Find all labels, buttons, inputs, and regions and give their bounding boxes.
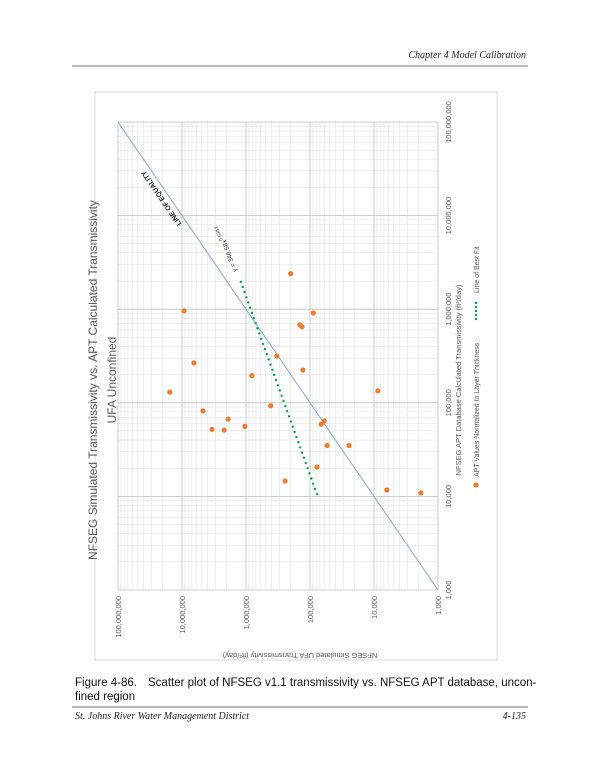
x-axis-title: NFSEG APT Database Calculated Transmissi… bbox=[454, 284, 463, 475]
data-point bbox=[274, 353, 280, 359]
data-point bbox=[181, 308, 187, 314]
chart-title: NFSEG Simulated Transmissivity vs. APT C… bbox=[86, 200, 100, 560]
fit-equation-exponent: 0.5307 bbox=[214, 225, 225, 242]
data-point bbox=[268, 403, 274, 409]
header-title: Chapter 4 Model Calibration bbox=[409, 50, 527, 61]
data-point bbox=[299, 324, 305, 330]
data-point bbox=[324, 442, 330, 449]
caption-text: fined region bbox=[75, 691, 135, 703]
chart: 1,000 10,000 100,000 1,000,000 10,000,000 100… bbox=[86, 101, 481, 660]
data-point bbox=[418, 490, 424, 496]
data-point bbox=[310, 310, 316, 316]
x-tick-label: 1,000 bbox=[444, 581, 453, 600]
y-tick-label: 100,000,000 bbox=[114, 596, 123, 638]
data-point bbox=[221, 427, 227, 433]
footer-left: St. Johns River Water Management Distric… bbox=[75, 711, 249, 722]
data-point bbox=[300, 367, 306, 373]
legend-label: Line of Best Fit bbox=[474, 246, 481, 293]
data-point bbox=[384, 487, 390, 493]
data-point bbox=[209, 426, 215, 432]
y-tick-label: 10,000 bbox=[370, 596, 379, 619]
data-point bbox=[282, 478, 288, 484]
data-point bbox=[167, 389, 173, 395]
y-tick-label: 10,000,000 bbox=[178, 596, 187, 634]
y-tick-label: 1,000,000 bbox=[242, 596, 251, 629]
x-tick-label: 100,000,000 bbox=[444, 101, 453, 143]
x-tick-label: 1,000,000 bbox=[444, 293, 453, 326]
caption-text: Scatter plot of NFSEG v1.1 transmissivit… bbox=[148, 677, 537, 689]
legend-label: APT Values Normalized to Layer Thickness bbox=[474, 342, 481, 477]
y-tick-label: 100,000 bbox=[306, 596, 315, 623]
data-point bbox=[191, 360, 197, 366]
data-point bbox=[318, 421, 324, 427]
chart-subtitle: UFA Unconfined bbox=[105, 337, 119, 424]
data-point bbox=[242, 423, 248, 429]
data-point bbox=[321, 418, 327, 424]
x-tick-label: 10,000,000 bbox=[444, 197, 453, 235]
footer-right: 4-135 bbox=[503, 711, 526, 722]
fit-line bbox=[237, 275, 319, 496]
caption-number: Figure 4-86. bbox=[75, 677, 137, 689]
legend-marker bbox=[473, 482, 479, 488]
data-point bbox=[225, 416, 231, 422]
y-tick-label: 1,000 bbox=[434, 596, 443, 615]
x-tick-label: 100,000 bbox=[444, 389, 453, 416]
data-point bbox=[346, 442, 352, 449]
y-axis-title: NFSEG Simulated UFA Transmissivity (ft²/… bbox=[222, 651, 377, 660]
x-tick-label: 10,000 bbox=[444, 485, 453, 508]
data-point bbox=[314, 464, 320, 470]
data-point bbox=[288, 271, 294, 277]
data-point bbox=[375, 388, 381, 394]
data-point bbox=[249, 373, 255, 379]
data-point bbox=[200, 408, 206, 414]
